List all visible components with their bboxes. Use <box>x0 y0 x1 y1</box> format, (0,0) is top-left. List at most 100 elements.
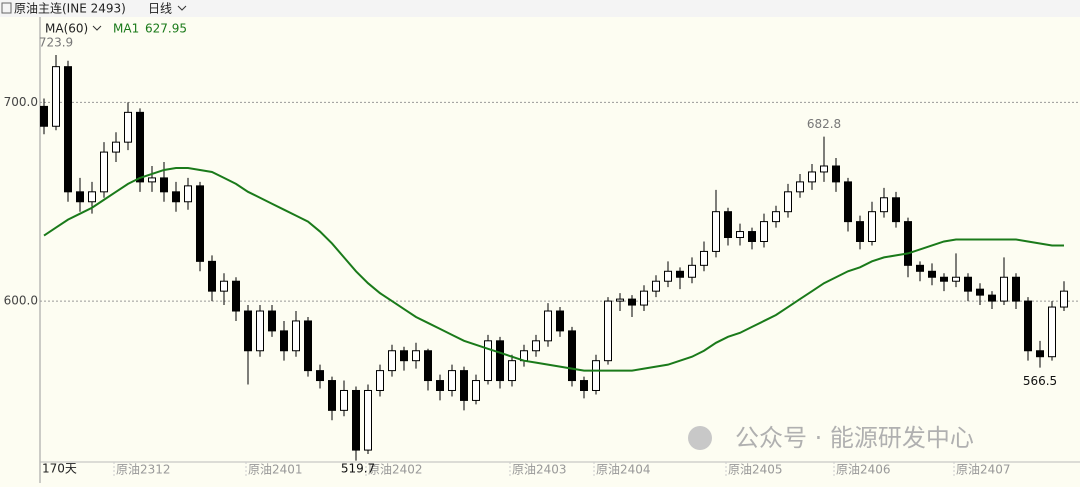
candle-body <box>292 320 300 352</box>
x-tick-label: 原油2404 <box>596 463 651 477</box>
candle-body <box>844 181 852 223</box>
candle-body <box>760 221 768 242</box>
candle-body <box>352 389 360 451</box>
x-tick-label: 原油2407 <box>956 463 1011 477</box>
candle-body <box>172 191 180 203</box>
ma-label[interactable]: MA(60) <box>45 22 88 36</box>
candle-body <box>604 300 612 362</box>
candle-body <box>316 370 324 382</box>
candle-body <box>640 290 648 306</box>
candle-body <box>484 340 492 382</box>
candle-body <box>124 111 132 143</box>
candle-body <box>40 105 48 127</box>
watermark: 公众号 · 能源研发中心 <box>735 424 974 452</box>
x-tick-label: 原油2312 <box>116 463 171 477</box>
candle-body <box>112 141 120 153</box>
candle-body <box>52 66 60 127</box>
x-tick-label: 原油2406 <box>836 463 891 477</box>
price-annotation: 519.7 <box>341 462 375 476</box>
y-tick-label: 700.0 <box>4 95 38 109</box>
candle-body <box>196 185 204 262</box>
header-bar <box>0 0 1080 17</box>
candle-body <box>244 310 252 352</box>
candle-body <box>1036 350 1044 358</box>
price-annotation: 682.8 <box>807 117 841 131</box>
candle-body <box>904 221 912 266</box>
candle-body <box>508 360 516 382</box>
candle-body <box>724 211 732 239</box>
candle-body <box>580 380 588 391</box>
candle-body <box>364 389 372 451</box>
ma-line <box>43 166 1064 372</box>
candle-body <box>1048 306 1056 358</box>
candle-body <box>772 211 780 223</box>
candle-body <box>856 221 864 242</box>
candle-body <box>448 370 456 391</box>
x-tick-label: 原油2405 <box>728 463 783 477</box>
candle-body <box>232 280 240 312</box>
candle-body <box>820 165 828 173</box>
candle-body <box>916 264 924 272</box>
dropdown-icon <box>92 25 102 31</box>
candle-body <box>436 380 444 391</box>
candle-body <box>952 276 960 282</box>
candle-body <box>964 276 972 292</box>
candle-body <box>376 370 384 391</box>
candle-body <box>676 270 684 278</box>
candle-body <box>1012 276 1020 302</box>
candle-body <box>880 197 888 213</box>
candle-body <box>64 66 72 193</box>
candle-body <box>148 177 156 183</box>
candle-body <box>304 320 312 372</box>
candle-body <box>784 191 792 213</box>
candle-body <box>664 270 672 282</box>
candle-body <box>400 350 408 362</box>
candle-body <box>328 380 336 411</box>
x-tick-label: 原油2402 <box>368 463 423 477</box>
candle-body <box>616 298 624 302</box>
candle-body <box>868 211 876 242</box>
candle-body <box>532 340 540 352</box>
candle-body <box>628 298 636 306</box>
candle-body <box>544 310 552 342</box>
header-icon <box>1 2 12 14</box>
candle-body <box>424 350 432 382</box>
candle-body <box>460 370 468 401</box>
candle-body <box>748 231 756 242</box>
candle-body <box>556 310 564 332</box>
ma-last: 627.95 <box>145 22 187 36</box>
candle-body <box>220 280 228 292</box>
candle-body <box>388 350 396 372</box>
chart-title[interactable]: 原油主连(INE 2493) <box>14 1 126 16</box>
candle-body <box>184 185 192 203</box>
candle-body <box>652 280 660 292</box>
candle-body <box>1024 300 1032 352</box>
candle-body <box>568 330 576 382</box>
candle-body <box>988 294 996 302</box>
candle-body <box>136 111 144 183</box>
price-annotation: 723.9 <box>39 35 73 49</box>
candle-body <box>592 360 600 391</box>
candle-body <box>928 270 936 278</box>
candle-body <box>100 151 108 193</box>
day-count: 170天 <box>42 462 77 476</box>
candle-body <box>88 191 96 203</box>
candle-body <box>796 181 804 193</box>
candle-body <box>1000 276 1008 302</box>
candle-body <box>208 260 216 292</box>
candle-body <box>472 380 480 401</box>
candle-body <box>892 197 900 223</box>
candle-body <box>688 264 696 278</box>
candle-body <box>832 165 840 183</box>
price-annotation: 566.5 <box>1023 374 1057 388</box>
period[interactable]: 日线 <box>148 2 172 16</box>
candle-body <box>736 231 744 239</box>
candle-body <box>808 171 816 183</box>
candle-body <box>496 340 504 382</box>
candle-body <box>700 250 708 266</box>
candle-body <box>280 330 288 352</box>
candle-body <box>160 177 168 193</box>
candle-body <box>340 389 348 411</box>
ma-name: MA1 <box>113 22 139 36</box>
